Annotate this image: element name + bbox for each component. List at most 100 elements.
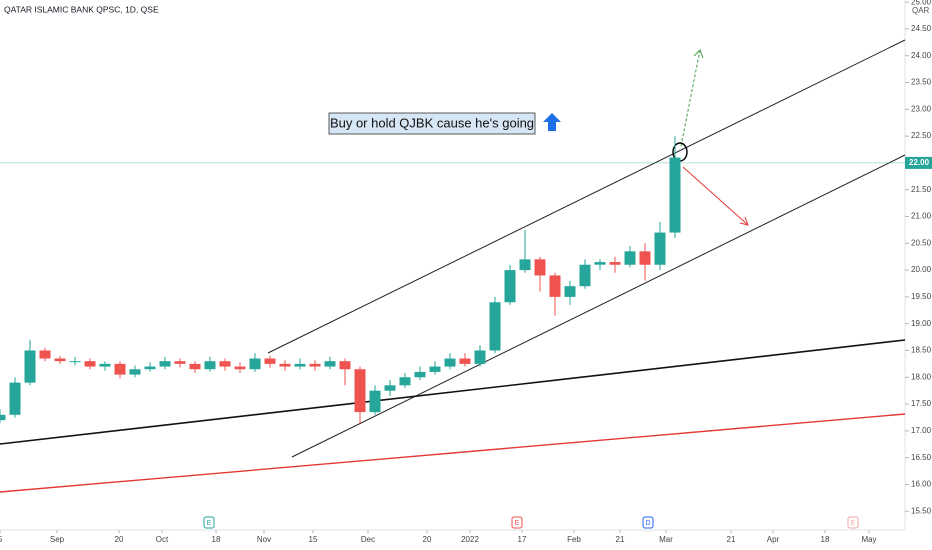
x-tick-label: Dec [361,535,375,544]
candle-body [624,251,636,265]
candle-body [219,361,231,367]
candle-body [354,369,366,413]
y-tick-label: 16.00 [911,480,932,489]
event-label: E [851,520,856,527]
last-price-label: 22.00 [909,158,930,167]
candle-body [384,385,396,391]
candle-body [654,232,666,265]
x-tick-label: 21 [727,535,736,544]
y-tick-label: 16.50 [911,453,932,462]
x-tick-label: 18 [821,535,830,544]
last-price-badge [905,156,932,169]
candle-body [99,363,111,367]
y-tick-label: 18.50 [911,346,932,355]
y-tick-label: 18.00 [911,372,932,381]
candle-body [549,275,561,297]
candle-body [0,414,6,421]
y-tick-label: 21.00 [911,212,932,221]
candle-body [504,270,516,303]
x-tick-label: 5 [0,535,3,544]
x-tick-label: 20 [115,535,124,544]
candle-body [249,358,261,370]
candle-body [519,259,531,271]
y-tick-label: 19.50 [911,292,932,301]
candle-body [294,363,306,367]
candle-body [189,363,201,370]
y-tick-label: 23.50 [911,78,932,87]
event-label: E [515,520,520,527]
x-tick-label: Mar [659,535,673,544]
event-label: E [207,520,212,527]
y-tick-label: 24.50 [911,24,932,33]
y-tick-label: 15.50 [911,506,932,515]
x-tick-label: 18 [212,535,221,544]
y-tick-label: 20.50 [911,238,932,247]
x-tick-label: Sep [50,535,65,544]
support-line [0,339,906,445]
candle-body [639,251,651,265]
event-label: D [645,520,650,527]
channel-upper [267,39,906,354]
candle-body [159,361,171,367]
candle-body [84,361,96,367]
channel-lower [291,154,906,458]
x-tick-label: May [861,535,876,544]
candle-body [9,382,21,415]
red-arrowhead [739,216,749,226]
y-tick-label: 20.00 [911,265,932,274]
green-arrow [680,49,701,147]
x-tick-label: 15 [309,535,318,544]
candle-body [429,366,441,372]
x-tick-label: Apr [767,535,780,544]
candle-body [489,302,501,351]
candle-body [609,262,621,265]
x-tick-label: 20 [423,535,432,544]
green-arrowhead [693,49,704,59]
candle-body [474,350,486,364]
annotation-text: Buy or hold QJBK cause he's going [330,115,534,130]
candle-body [669,157,681,233]
candle-body [174,361,186,364]
x-tick-label: Feb [567,535,581,544]
candle-body [309,363,321,367]
candle-body [534,259,546,276]
candle-body [414,371,426,378]
currency-label: QAR [912,6,930,15]
candle-body [129,369,141,375]
chart-title: QATAR ISLAMIC BANK QPSC, 1D, QSE [4,4,159,14]
x-tick-label: 2022 [461,535,479,544]
y-tick-label: 22.50 [911,131,932,140]
candle-body [324,361,336,367]
drawings [0,39,906,493]
candle-body [204,361,216,370]
candle-body [594,262,606,265]
candle-body [564,286,576,297]
y-tick-label: 17.00 [911,426,932,435]
x-tick-label: Nov [257,535,271,544]
x-tick-label: 21 [616,535,625,544]
y-tick-label: 23.00 [911,104,932,113]
candle-body [264,358,276,364]
candle-body [279,363,291,367]
candle-body [69,361,81,363]
candle-body [579,264,591,287]
candle-body [114,363,126,375]
event-marker [203,516,215,529]
candle-body [444,358,456,367]
y-tick-label: 19.00 [911,319,932,328]
event-marker [642,516,654,529]
red-arrow [682,166,749,226]
candle-body [369,390,381,413]
event-marker [511,516,523,529]
candle-body [234,366,246,370]
candle-body [339,361,351,370]
candle-body [144,366,156,370]
annotation-box [328,112,536,135]
candle-body [54,358,66,362]
candle-body [459,358,471,364]
x-tick-label: 17 [518,535,527,544]
candle-body [39,350,51,359]
candle-body [24,350,36,383]
